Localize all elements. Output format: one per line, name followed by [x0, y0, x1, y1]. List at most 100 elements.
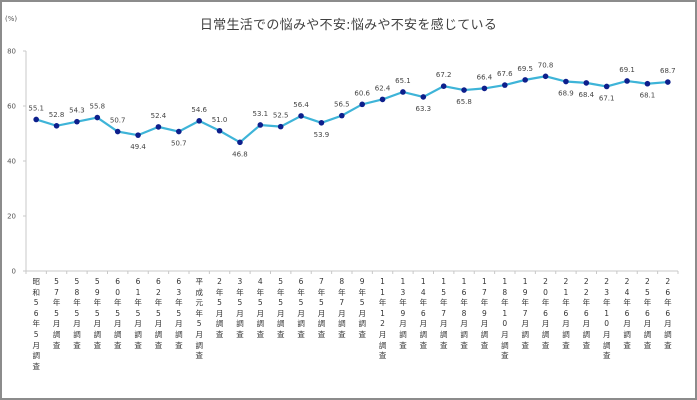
data-label: 53.1 [253, 110, 269, 118]
data-point [318, 119, 325, 126]
data-label: 52.8 [49, 111, 65, 119]
data-label: 67.1 [599, 94, 615, 102]
data-label: 50.7 [171, 140, 187, 148]
chart-title: 日常生活での悩みや不安:悩みや不安を感じている [199, 18, 498, 33]
data-label: 68.4 [579, 91, 595, 99]
data-point [277, 123, 284, 130]
y-tick-label: 20 [7, 213, 16, 221]
data-point [481, 85, 488, 92]
data-label: 67.6 [497, 70, 513, 78]
data-label: 65.8 [456, 98, 472, 106]
y-axis-unit: (%) [5, 15, 18, 23]
data-point [135, 132, 141, 138]
data-label: 68.9 [558, 90, 574, 98]
data-label: 70.8 [538, 61, 554, 69]
data-point [257, 122, 264, 128]
data-point [114, 128, 121, 135]
data-label: 55.1 [28, 104, 44, 112]
data-point [522, 77, 528, 83]
y-tick-label: 40 [7, 158, 16, 166]
data-point [542, 73, 549, 80]
data-point [339, 112, 345, 119]
data-label: 46.8 [232, 150, 248, 158]
data-point [440, 83, 447, 89]
series-line [35, 75, 668, 144]
data-label: 49.4 [130, 143, 146, 151]
data-label: 55.8 [90, 103, 106, 111]
data-label: 65.1 [395, 77, 411, 85]
data-label: 68.1 [640, 92, 656, 100]
data-label: 69.1 [619, 66, 635, 74]
data-point [583, 80, 590, 86]
data-point [53, 123, 60, 129]
data-point [563, 78, 569, 85]
data-label: 66.4 [477, 73, 493, 81]
data-label: 68.7 [660, 67, 676, 75]
y-tick-label: 80 [7, 48, 16, 56]
data-label: 63.3 [416, 105, 432, 113]
data-point [502, 82, 508, 88]
y-tick-label: 60 [7, 103, 16, 111]
data-point [644, 80, 651, 87]
data-point [665, 79, 671, 85]
y-tick-label: 0 [12, 268, 16, 276]
data-label: 52.4 [151, 112, 167, 120]
data-label: 51.0 [212, 116, 228, 124]
data-point [33, 116, 39, 123]
data-label: 60.6 [354, 89, 370, 97]
data-point [359, 101, 365, 108]
data-point [298, 113, 304, 119]
data-label: 56.4 [293, 101, 309, 109]
data-point [155, 124, 162, 130]
data-label: 67.2 [436, 71, 452, 79]
data-label: 56.5 [334, 101, 350, 109]
data-label: 53.9 [314, 131, 330, 139]
data-point [400, 89, 406, 95]
data-point [237, 139, 243, 146]
data-point [420, 94, 427, 100]
data-label: 62.4 [375, 84, 391, 92]
data-point [196, 118, 202, 124]
data-point [176, 128, 182, 135]
data-label: 54.6 [191, 106, 207, 114]
data-point [74, 118, 80, 125]
data-label: 54.3 [69, 107, 85, 115]
data-point [94, 114, 101, 121]
data-label: 50.7 [110, 117, 126, 125]
data-label: 52.5 [273, 112, 289, 120]
data-point [603, 83, 610, 90]
